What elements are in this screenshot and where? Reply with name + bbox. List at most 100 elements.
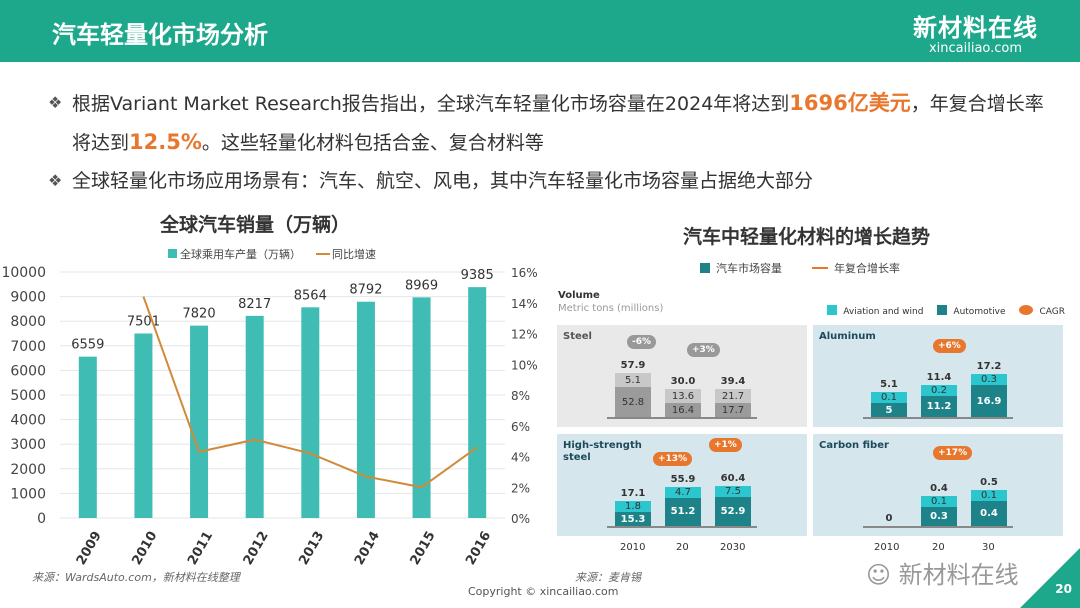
x-tick-label: 2010 xyxy=(129,529,160,568)
bar xyxy=(134,333,153,518)
automotive-segment: 51.2 xyxy=(665,497,701,526)
stacked-bar: 52.8 5.1 xyxy=(615,373,651,417)
y2-tick-label: 12% xyxy=(511,328,538,342)
panel-title: High-strength steel xyxy=(563,440,642,463)
year-label: 20 xyxy=(932,542,945,553)
bar xyxy=(301,307,320,518)
automotive-segment: 0.3 xyxy=(921,507,957,526)
x-tick-label: 2013 xyxy=(296,529,327,568)
cagr-badge: +1% xyxy=(709,438,742,452)
bar-data-label: 7820 xyxy=(183,307,216,322)
y-tick-label: 4000 xyxy=(10,413,46,429)
year-label: 20 xyxy=(676,542,689,553)
y-tick-label: 6000 xyxy=(10,363,46,379)
automotive-segment: 0.4 xyxy=(971,501,1007,526)
y2-tick-label: 0% xyxy=(511,512,530,526)
cagr-badge: +13% xyxy=(653,452,693,466)
year-label: 30 xyxy=(982,542,995,553)
panel-aluminum: Aluminum 5 0.1 5.1 11.2 0.2 11.4 16.9 0.3 17.2 +6% xyxy=(813,325,1063,427)
aviation-segment: 5.1 xyxy=(615,373,651,388)
x-tick-label: 2015 xyxy=(408,529,439,568)
legend-label: CAGR xyxy=(1039,307,1065,317)
bullet-list: ❖ 根据Variant Market Research报告指出，全球汽车轻量化市场… xyxy=(48,84,1048,200)
y-tick-label: 2000 xyxy=(10,462,46,478)
legend-swatch xyxy=(827,305,838,315)
volume-label: Volume xyxy=(558,290,600,301)
bar-total-label: 11.4 xyxy=(926,371,952,383)
stacked-bar: 17.7 21.7 xyxy=(715,389,751,417)
legend-label: 汽车市场容量 xyxy=(716,262,782,275)
aviation-segment: 0.3 xyxy=(971,374,1007,386)
bar-total-label: 17.1 xyxy=(620,488,646,499)
y2-tick-label: 4% xyxy=(511,451,530,465)
y-tick-label: 8000 xyxy=(10,314,46,330)
panel-steel: Steel 52.8 5.1 57.9 16.4 13.6 30.0 17.7 21.7 39.4… xyxy=(557,325,807,427)
legend-swatch xyxy=(937,305,948,315)
aviation-segment: 4.7 xyxy=(665,486,701,498)
panel-title: Carbon fiber xyxy=(819,440,889,451)
legend-label: Automotive xyxy=(953,307,1006,317)
y2-tick-label: 2% xyxy=(511,481,530,495)
bar xyxy=(412,297,431,518)
logo: 新材料在线 xincailiao.com xyxy=(913,8,1038,56)
copyright: Copyright © xincailiao.com xyxy=(468,585,619,598)
aviation-segment: 0.1 xyxy=(871,392,907,403)
legend-swatch xyxy=(700,263,710,273)
bar-data-label: 6559 xyxy=(71,338,104,353)
aviation-segment: 7.5 xyxy=(715,486,751,497)
automotive-segment: 15.3 xyxy=(615,512,651,526)
aviation-segment: 0.1 xyxy=(921,496,957,508)
panel-title: Steel xyxy=(563,331,592,342)
page-number: 20 xyxy=(1055,582,1072,596)
page-title: 汽车轻量化市场分析 xyxy=(52,21,268,49)
aviation-segment: 0.2 xyxy=(921,384,957,396)
y-tick-label: 1000 xyxy=(10,486,46,502)
header-bar: 汽车轻量化市场分析 新材料在线 xincailiao.com xyxy=(0,0,1080,62)
x-tick-label: 2011 xyxy=(185,529,216,568)
bullet-text: 。这些轻量化材料包括合金、复合材料等 xyxy=(201,132,544,154)
aviation-segment: 0.1 xyxy=(971,490,1007,502)
year-label: 2030 xyxy=(720,542,746,553)
x-tick-label: 2014 xyxy=(352,529,383,568)
year-label: 2010 xyxy=(620,542,646,553)
y2-tick-label: 8% xyxy=(511,389,530,403)
stacked-bar: 5 0.1 xyxy=(871,392,907,417)
bar-total-label: 5.1 xyxy=(880,379,898,390)
automotive-segment: 16.4 xyxy=(665,403,701,417)
x-tick-label: 2016 xyxy=(463,529,494,568)
year-label: 2010 xyxy=(874,542,900,553)
bar-total-label: 57.9 xyxy=(620,360,646,372)
automotive-segment: 5 xyxy=(871,403,907,417)
wechat-icon: ☺ xyxy=(866,561,892,589)
bullet-text: 全球轻量化市场应用场景有：汽车、航空、风电，其中汽车轻量化市场容量占据绝大部分 xyxy=(72,170,814,192)
stacked-bar: 0.4 0.1 xyxy=(971,490,1007,526)
y-tick-label: 5000 xyxy=(10,388,46,404)
cagr-badge: +17% xyxy=(933,446,973,460)
baseline xyxy=(607,417,757,419)
baseline xyxy=(607,526,757,528)
bar-total-label: 0 xyxy=(885,513,893,524)
legend-market: 汽车市场容量 xyxy=(700,260,782,276)
automotive-segment: 11.2 xyxy=(921,395,957,417)
legend-cagr: CAGR xyxy=(1019,305,1065,317)
bar-total-label: 0.5 xyxy=(980,477,998,489)
bullet-1: ❖ 根据Variant Market Research报告指出，全球汽车轻量化市场… xyxy=(48,84,1048,162)
panel-carbon-fiber: Carbon fiber 0 0.3 0.1 0.4 0.4 0.1 0.5 +17% xyxy=(813,434,1063,536)
wechat-label: 新材料在线 xyxy=(898,561,1019,589)
bar-total-label: 39.4 xyxy=(720,376,746,387)
legend-automotive: Automotive xyxy=(937,305,1005,317)
materials-chart: Volume Metric tons (millions) Aviation a… xyxy=(548,282,1075,557)
y2-tick-label: 10% xyxy=(511,358,538,372)
bar-total-label: 17.2 xyxy=(976,361,1002,373)
x-tick-label: 2009 xyxy=(74,529,105,568)
legend-swatch-bar xyxy=(168,249,177,258)
baseline xyxy=(863,417,1013,419)
sales-chart: 全球乘用车产量（万辆） 同比增速 0 1000 2000 3000 4000 5000 6000… xyxy=(1,247,538,568)
automotive-segment: 16.9 xyxy=(971,385,1007,417)
baseline xyxy=(863,526,1013,528)
bar xyxy=(468,287,487,518)
panel-high-strength-steel: High-strength steel 15.3 1.8 17.1 51.2 4.7 55.… xyxy=(557,434,807,536)
right-source: 来源：麦肯锡 xyxy=(575,571,641,584)
legend-label-line: 同比增速 xyxy=(332,247,376,261)
y-tick-label: 9000 xyxy=(10,290,46,306)
